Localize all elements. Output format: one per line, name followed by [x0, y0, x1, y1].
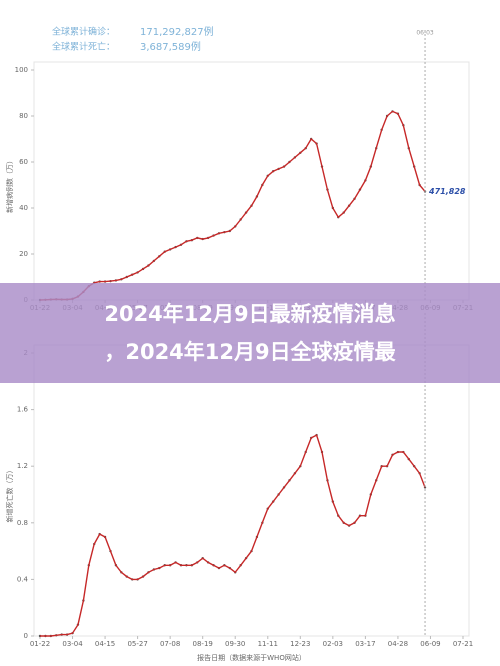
y-tick-label: 1.6: [17, 406, 29, 414]
y-tick-label: 60: [19, 158, 28, 166]
x-tick-label: 09-30: [225, 640, 245, 648]
x-tick-label: 07-08: [160, 640, 180, 648]
overlay-line: ，2024年12月9日全球疫情最: [104, 340, 396, 364]
x-tick-label: 02-03: [323, 640, 343, 648]
y-tick-label: 20: [19, 250, 28, 258]
x-tick-label: 07-21: [453, 640, 473, 648]
end-value-label: 471,828: [428, 187, 466, 196]
y-tick-label: 100: [15, 66, 28, 74]
legend-label: 全球累计死亡：: [52, 41, 115, 53]
legend-value: 171,292,827例: [140, 25, 214, 38]
y-tick-label: 0: [24, 632, 28, 640]
x-axis-label: 报告日期（数据来源于WHO网站）: [197, 653, 306, 662]
x-tick-label: 03-04: [62, 640, 83, 648]
x-tick-label: 06-09: [420, 640, 440, 648]
x-tick-label: 08-19: [193, 640, 213, 648]
legend-value: 3,687,589例: [140, 40, 201, 53]
date-marker-label: 06-03: [416, 30, 434, 37]
title-overlay: 2024年12月9日最新疫情消息 ，2024年12月9日全球疫情最: [0, 283, 500, 383]
x-tick-label: 04-28: [388, 640, 408, 648]
series-line: [39, 110, 426, 301]
y-tick-label: 40: [19, 204, 28, 212]
legend-label: 全球累计确诊：: [52, 26, 115, 38]
y-axis-label: 新增病例数（万）: [5, 157, 14, 213]
plot-frame: [33, 344, 470, 637]
plot-frame: [33, 61, 470, 301]
y-tick-label: 1.2: [17, 462, 28, 470]
y-tick-label: 80: [19, 112, 28, 120]
x-tick-label: 12-23: [290, 640, 310, 648]
y-axis-label: 新增死亡数（万）: [5, 467, 14, 523]
overlay-line: 2024年12月9日最新疫情消息: [104, 302, 396, 326]
x-tick-label: 11-11: [258, 640, 278, 648]
x-tick-label: 05-27: [127, 640, 147, 648]
x-tick-label: 04-15: [95, 640, 115, 648]
x-tick-label: 01-22: [30, 640, 50, 648]
y-tick-label: 0.8: [17, 519, 28, 527]
y-tick-label: 0.4: [17, 575, 29, 583]
series-line: [40, 434, 426, 637]
x-tick-label: 03-17: [355, 640, 375, 648]
